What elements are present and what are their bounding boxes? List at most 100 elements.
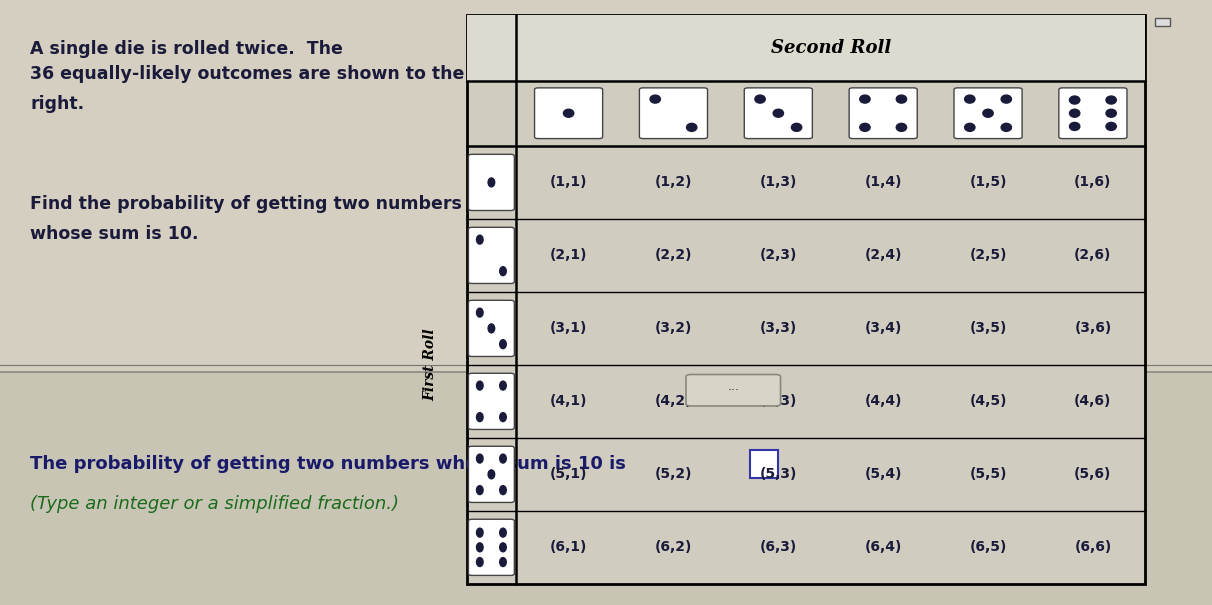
Ellipse shape xyxy=(650,95,661,103)
FancyBboxPatch shape xyxy=(686,374,781,406)
Ellipse shape xyxy=(686,123,697,131)
Ellipse shape xyxy=(499,558,507,566)
Ellipse shape xyxy=(488,324,494,333)
Text: (2,3): (2,3) xyxy=(760,249,797,263)
Text: (6,4): (6,4) xyxy=(864,540,902,554)
FancyBboxPatch shape xyxy=(468,154,514,211)
Ellipse shape xyxy=(1107,110,1116,117)
Text: (4,2): (4,2) xyxy=(654,394,692,408)
Text: (5,6): (5,6) xyxy=(1074,467,1111,482)
FancyBboxPatch shape xyxy=(850,88,917,139)
Text: (5,2): (5,2) xyxy=(654,467,692,482)
Ellipse shape xyxy=(1107,122,1116,131)
Text: First Roll: First Roll xyxy=(423,329,438,401)
Text: (3,6): (3,6) xyxy=(1074,321,1111,335)
Text: (6,2): (6,2) xyxy=(654,540,692,554)
FancyBboxPatch shape xyxy=(468,519,514,575)
Ellipse shape xyxy=(773,110,783,117)
Ellipse shape xyxy=(859,95,870,103)
FancyBboxPatch shape xyxy=(467,15,1145,80)
Text: (6,3): (6,3) xyxy=(760,540,797,554)
Ellipse shape xyxy=(499,339,507,348)
FancyBboxPatch shape xyxy=(534,88,602,139)
Ellipse shape xyxy=(476,528,484,537)
Text: (5,4): (5,4) xyxy=(864,467,902,482)
Ellipse shape xyxy=(791,123,801,131)
Ellipse shape xyxy=(476,308,484,317)
Ellipse shape xyxy=(476,381,484,390)
FancyBboxPatch shape xyxy=(468,373,514,430)
Ellipse shape xyxy=(499,486,507,494)
Text: ···: ··· xyxy=(727,384,739,397)
Text: (2,4): (2,4) xyxy=(864,249,902,263)
Text: (1,2): (1,2) xyxy=(654,175,692,189)
Text: (1,6): (1,6) xyxy=(1074,175,1111,189)
Text: Find the probability of getting two numbers: Find the probability of getting two numb… xyxy=(30,195,462,213)
Ellipse shape xyxy=(859,123,870,131)
Ellipse shape xyxy=(499,381,507,390)
Ellipse shape xyxy=(499,267,507,276)
Text: (2,5): (2,5) xyxy=(970,249,1007,263)
Text: Second Roll: Second Roll xyxy=(771,39,891,57)
Ellipse shape xyxy=(488,178,494,187)
Ellipse shape xyxy=(896,95,907,103)
Text: (2,6): (2,6) xyxy=(1074,249,1111,263)
Text: (2,2): (2,2) xyxy=(654,249,692,263)
Ellipse shape xyxy=(476,454,484,463)
Text: (3,3): (3,3) xyxy=(760,321,797,335)
Text: (6,5): (6,5) xyxy=(970,540,1007,554)
Ellipse shape xyxy=(755,95,765,103)
Text: (5,5): (5,5) xyxy=(970,467,1007,482)
FancyBboxPatch shape xyxy=(468,300,514,356)
Text: right.: right. xyxy=(30,95,84,113)
Text: (6,6): (6,6) xyxy=(1074,540,1111,554)
Ellipse shape xyxy=(1069,96,1080,104)
Text: The probability of getting two numbers whose sum is 10 is: The probability of getting two numbers w… xyxy=(30,455,625,473)
Ellipse shape xyxy=(1069,110,1080,117)
FancyBboxPatch shape xyxy=(0,0,1212,372)
FancyBboxPatch shape xyxy=(640,88,708,139)
Text: (3,1): (3,1) xyxy=(550,321,588,335)
FancyBboxPatch shape xyxy=(744,88,812,139)
Ellipse shape xyxy=(476,558,484,566)
Ellipse shape xyxy=(476,543,484,552)
Ellipse shape xyxy=(896,123,907,131)
Text: whose sum is 10.: whose sum is 10. xyxy=(30,225,199,243)
Ellipse shape xyxy=(488,470,494,479)
Ellipse shape xyxy=(499,543,507,552)
Ellipse shape xyxy=(965,123,974,131)
Text: A single die is rolled twice.  The: A single die is rolled twice. The xyxy=(30,40,343,58)
Text: (2,1): (2,1) xyxy=(550,249,588,263)
Text: (4,1): (4,1) xyxy=(550,394,588,408)
Ellipse shape xyxy=(499,454,507,463)
Ellipse shape xyxy=(1001,123,1012,131)
Text: (1,4): (1,4) xyxy=(864,175,902,189)
Ellipse shape xyxy=(1001,95,1012,103)
FancyBboxPatch shape xyxy=(468,446,514,502)
Ellipse shape xyxy=(564,110,573,117)
Ellipse shape xyxy=(1069,122,1080,131)
Ellipse shape xyxy=(1107,96,1116,104)
FancyBboxPatch shape xyxy=(954,88,1022,139)
Text: (3,4): (3,4) xyxy=(864,321,902,335)
Ellipse shape xyxy=(476,413,484,422)
FancyBboxPatch shape xyxy=(1155,18,1171,26)
Ellipse shape xyxy=(499,413,507,422)
Text: (5,1): (5,1) xyxy=(550,467,588,482)
Text: (1,5): (1,5) xyxy=(970,175,1007,189)
Text: 36 equally-likely outcomes are shown to the: 36 equally-likely outcomes are shown to … xyxy=(30,65,464,83)
FancyBboxPatch shape xyxy=(467,15,1145,584)
FancyBboxPatch shape xyxy=(0,372,1212,605)
Text: (3,2): (3,2) xyxy=(654,321,692,335)
Text: (4,3): (4,3) xyxy=(760,394,797,408)
FancyBboxPatch shape xyxy=(750,450,778,478)
FancyBboxPatch shape xyxy=(1059,88,1127,139)
Text: (4,6): (4,6) xyxy=(1074,394,1111,408)
Text: (4,4): (4,4) xyxy=(864,394,902,408)
Ellipse shape xyxy=(476,235,484,244)
Text: (1,3): (1,3) xyxy=(760,175,797,189)
Text: (6,1): (6,1) xyxy=(550,540,588,554)
Text: (3,5): (3,5) xyxy=(970,321,1007,335)
Text: (1,1): (1,1) xyxy=(550,175,588,189)
FancyBboxPatch shape xyxy=(468,227,514,284)
